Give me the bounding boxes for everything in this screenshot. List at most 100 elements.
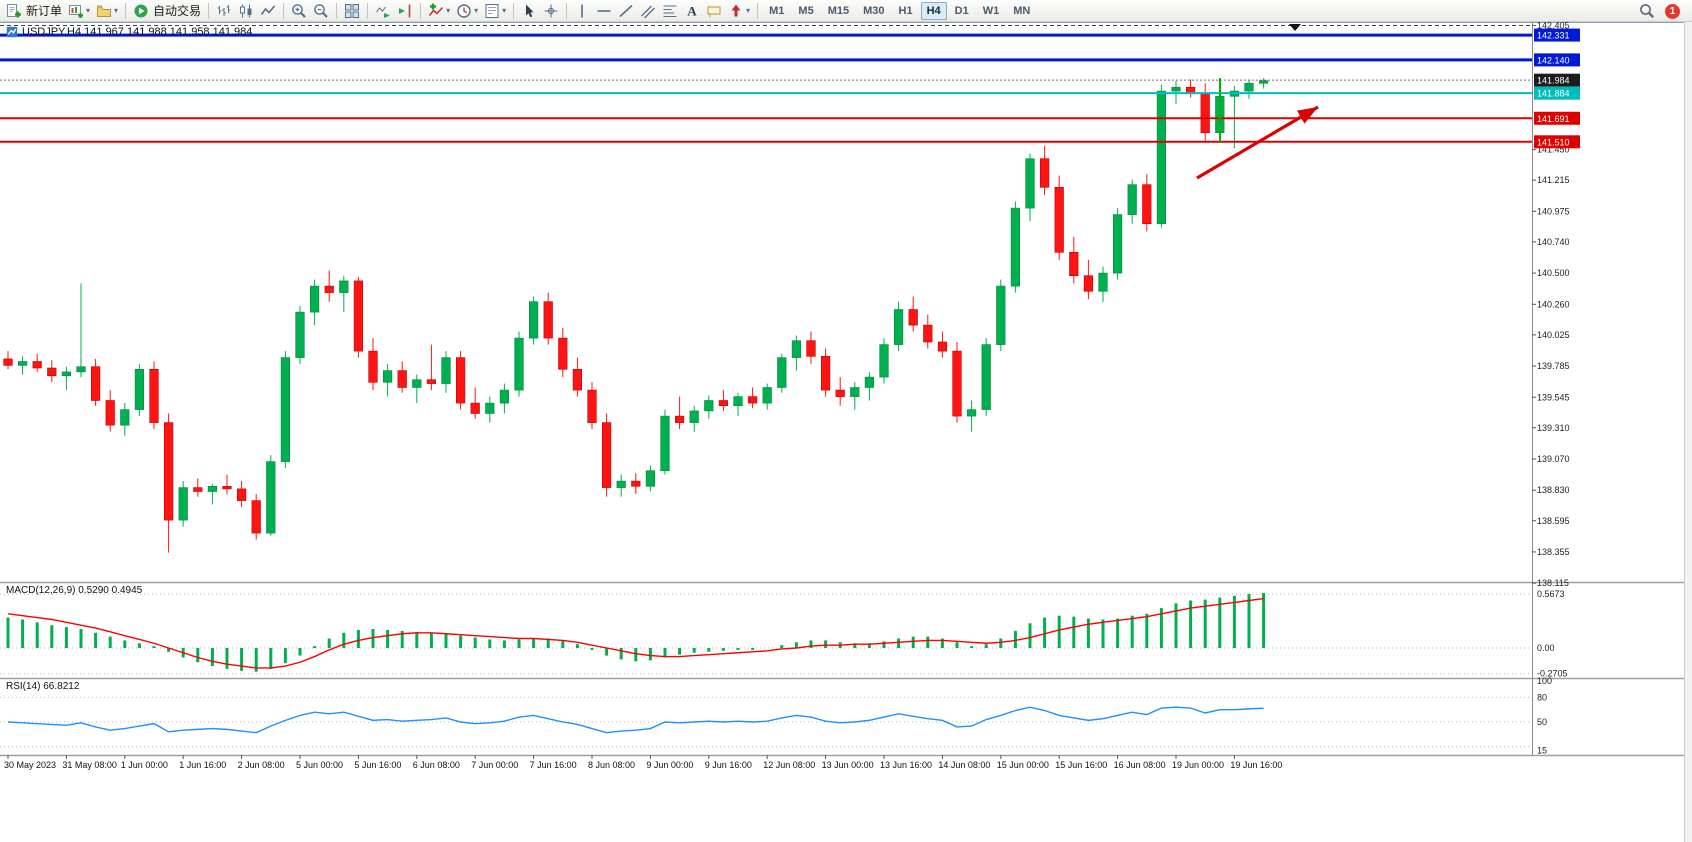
periods-button[interactable]: ▾ [453, 1, 481, 21]
new-chart-button[interactable]: ▾ [65, 1, 93, 21]
chart-bars-button[interactable] [213, 1, 235, 21]
chart-shift-button[interactable] [394, 1, 416, 21]
price-axis-label: 139.310 [1537, 423, 1570, 433]
time-axis-label: 16 Jun 08:00 [1114, 760, 1166, 770]
timeframe-button-d1[interactable]: D1 [954, 4, 969, 17]
chevron-down-icon: ▾ [86, 6, 91, 15]
candle-body [893, 309, 904, 345]
zoom-out-button[interactable] [310, 1, 332, 21]
time-axis-label: 14 Jun 08:00 [938, 760, 990, 770]
new-order-button[interactable]: 新订单 [3, 1, 65, 21]
rsi-line [7, 706, 1264, 734]
timeframe-button-m1[interactable]: M1 [769, 4, 785, 17]
candle-body [601, 422, 612, 488]
vertical-line-button[interactable] [571, 1, 593, 21]
candle-body [1069, 252, 1079, 277]
timeframe-button-h4[interactable]: H4 [920, 1, 947, 20]
cursor-button[interactable] [518, 1, 540, 21]
timeframe-button-w1[interactable]: W1 [982, 4, 1000, 17]
candle-body [47, 367, 57, 377]
templates-button[interactable]: ▾ [481, 1, 509, 21]
trend-arrow-head [1296, 107, 1318, 124]
indicators-button[interactable]: ▾ [425, 1, 453, 21]
time-axis-label: 19 Jun 16:00 [1230, 760, 1282, 770]
timeframe-button-mn[interactable]: MN [1013, 4, 1031, 17]
candle-body [149, 368, 159, 423]
time-axis-label: 31 May 08:00 [62, 760, 117, 770]
profiles-button[interactable]: ▾ [93, 1, 121, 21]
candle-body [674, 415, 685, 423]
candle-body [32, 361, 42, 369]
autotrading-button[interactable]: 自动交易 [130, 1, 204, 21]
svg-text:A: A [687, 3, 697, 18]
price-tag-141.884 [1534, 86, 1580, 100]
toolbar-separator [367, 2, 369, 19]
price-axis-label: 138.355 [1537, 547, 1570, 557]
candle-body [251, 500, 261, 534]
trendline-button[interactable] [615, 1, 637, 21]
equidistant-channel-button[interactable] [637, 1, 659, 21]
candle-body [207, 485, 218, 492]
auto-scroll-button[interactable] [372, 1, 394, 21]
candle-body [1083, 275, 1093, 292]
candle-body [76, 366, 86, 373]
candle-body [295, 311, 305, 358]
toolbar-separator [757, 2, 759, 19]
candle-body [981, 344, 991, 410]
toolbar-right: 1 [1639, 0, 1680, 22]
chart-candles-button[interactable] [235, 1, 257, 21]
candle-body [17, 361, 28, 366]
notification-badge[interactable]: 1 [1665, 3, 1680, 19]
price-axis-label: 142.405 [1537, 20, 1570, 30]
zoom-in-button[interactable] [288, 1, 310, 21]
candle-body [178, 487, 188, 521]
toolbar-separator [420, 2, 422, 19]
candle-body [966, 409, 977, 417]
rsi-axis-label: 50 [1537, 717, 1547, 727]
price-tag-label: 141.984 [1537, 76, 1570, 86]
candle-body [631, 480, 641, 487]
timeframe-button-m15[interactable]: M15 [827, 4, 850, 17]
candle-body [820, 355, 831, 391]
text-label-icon [706, 3, 722, 19]
candle-body [1171, 86, 1181, 92]
candle-body [91, 366, 101, 401]
arrows-button[interactable]: ▾ [725, 1, 753, 21]
time-axis-label: 6 Jun 08:00 [413, 760, 460, 770]
window-edge-strip [1684, 0, 1692, 842]
toolbar-separator [336, 2, 338, 19]
candle-body [1142, 184, 1152, 224]
toolbar-separator [566, 2, 568, 19]
timeframe-button-m30[interactable]: M30 [863, 4, 885, 17]
price-axis-label: 139.785 [1537, 361, 1570, 371]
indicators-icon [428, 3, 444, 19]
price-axis-label: 140.025 [1537, 330, 1570, 340]
periods-icon [456, 3, 472, 19]
text-label-button[interactable] [703, 1, 725, 21]
chart-line-button[interactable] [257, 1, 279, 21]
chart-candles-icon [238, 3, 254, 19]
crosshair-icon [543, 3, 559, 19]
tile-windows-button[interactable] [341, 1, 363, 21]
text-button[interactable]: A [681, 1, 703, 21]
time-axis-label: 9 Jun 00:00 [646, 760, 693, 770]
fibonacci-button[interactable] [659, 1, 681, 21]
crosshair-button[interactable] [540, 1, 562, 21]
timeframe-button-h1[interactable]: H1 [898, 4, 913, 17]
horizontal-line-button[interactable] [593, 1, 615, 21]
time-axis-label: 19 Jun 00:00 [1172, 760, 1224, 770]
candle-body [908, 309, 918, 326]
price-tag-label: 141.691 [1537, 114, 1570, 124]
magnifier-icon[interactable] [1639, 3, 1655, 19]
zoom-in-icon [291, 3, 307, 19]
timeframe-button-m5[interactable]: M5 [798, 4, 814, 17]
trend-arrow-line[interactable] [1196, 105, 1319, 180]
price-axis-label: 140.500 [1537, 268, 1570, 278]
candle-body [237, 488, 247, 501]
text-icon: A [684, 3, 700, 19]
zoom-out-icon [313, 3, 329, 19]
triangle-marker[interactable] [1289, 24, 1301, 31]
time-axis-label: 30 May 2023 [4, 760, 56, 770]
candle-body [266, 461, 276, 534]
